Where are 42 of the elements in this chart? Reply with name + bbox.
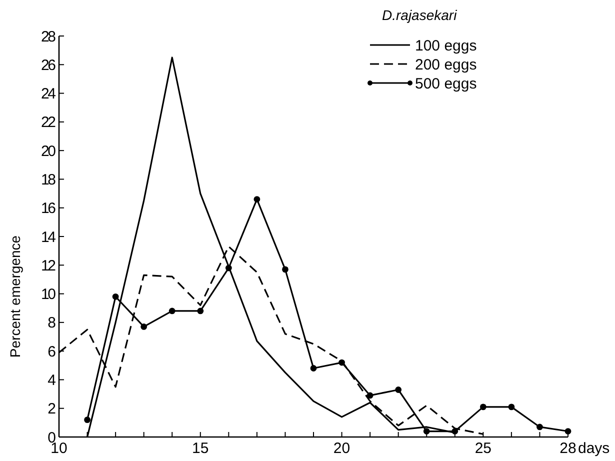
point <box>395 386 402 393</box>
y-axis-title: Percent emergence <box>7 235 23 358</box>
point <box>254 196 260 202</box>
point <box>480 404 486 410</box>
point <box>140 324 148 330</box>
x-tick-label: 20 <box>333 440 350 457</box>
point <box>508 404 515 410</box>
y-tick-label: 6 <box>48 343 56 360</box>
y-tick-label: 14 <box>41 228 56 246</box>
y-tick-label: 2 <box>48 400 56 418</box>
point <box>423 428 430 434</box>
y-tick-label: 10 <box>41 286 56 304</box>
point <box>564 428 572 434</box>
point <box>225 264 232 272</box>
legend-label: 200 eggs <box>415 56 477 74</box>
legend-label: 500 eggs <box>415 75 477 92</box>
point <box>168 308 176 314</box>
x-axis-title: days <box>578 440 610 457</box>
y-tick-label: 16 <box>41 200 56 218</box>
point <box>112 293 119 300</box>
legend-label: 100 eggs <box>415 37 477 54</box>
y-tick-label: 4 <box>48 372 56 389</box>
y-tick-label: 8 <box>48 314 56 332</box>
point <box>84 416 90 424</box>
point <box>338 359 345 366</box>
point <box>310 365 317 372</box>
y-tick-label: 12 <box>41 257 56 274</box>
point <box>536 424 543 430</box>
x-tick-label: 25 <box>474 440 492 457</box>
y-tick-label: 22 <box>41 114 56 132</box>
y-tick-label: 20 <box>41 142 56 160</box>
legend-title: D.rajasekari <box>382 7 458 23</box>
point <box>452 428 458 434</box>
x-tick-label: 28 <box>560 440 576 457</box>
x-tick-label: 15 <box>192 440 209 457</box>
y-tick-label: 24 <box>41 86 56 103</box>
point <box>366 392 374 399</box>
point <box>282 266 288 273</box>
point <box>197 308 204 314</box>
y-tick-label: 18 <box>41 171 56 188</box>
y-tick-label: 28 <box>41 28 56 46</box>
y-tick-label: 26 <box>41 56 56 74</box>
